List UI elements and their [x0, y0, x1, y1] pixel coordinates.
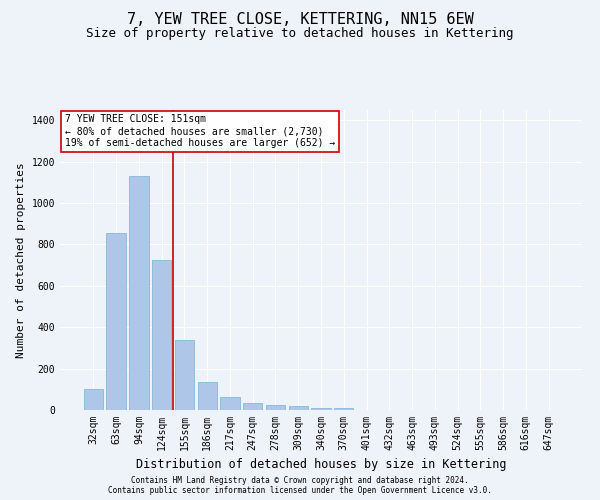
Text: 7, YEW TREE CLOSE, KETTERING, NN15 6EW: 7, YEW TREE CLOSE, KETTERING, NN15 6EW	[127, 12, 473, 28]
Bar	[84, 388, 103, 410]
Text: Contains public sector information licensed under the Open Government Licence v3: Contains public sector information licen…	[108, 486, 492, 495]
Text: 7 YEW TREE CLOSE: 151sqm
← 80% of detached houses are smaller (2,730)
19% of sem: 7 YEW TREE CLOSE: 151sqm ← 80% of detach…	[65, 114, 335, 148]
Bar	[152, 260, 172, 410]
Bar	[106, 233, 126, 410]
Text: Size of property relative to detached houses in Kettering: Size of property relative to detached ho…	[86, 28, 514, 40]
Bar	[220, 397, 239, 410]
X-axis label: Distribution of detached houses by size in Kettering: Distribution of detached houses by size …	[136, 458, 506, 471]
Text: Contains HM Land Registry data © Crown copyright and database right 2024.: Contains HM Land Registry data © Crown c…	[131, 476, 469, 485]
Bar	[243, 404, 262, 410]
Y-axis label: Number of detached properties: Number of detached properties	[16, 162, 26, 358]
Bar	[334, 408, 353, 410]
Bar	[129, 176, 149, 410]
Bar	[197, 382, 217, 410]
Bar	[266, 406, 285, 410]
Bar	[289, 406, 308, 410]
Bar	[311, 408, 331, 410]
Bar	[175, 340, 194, 410]
